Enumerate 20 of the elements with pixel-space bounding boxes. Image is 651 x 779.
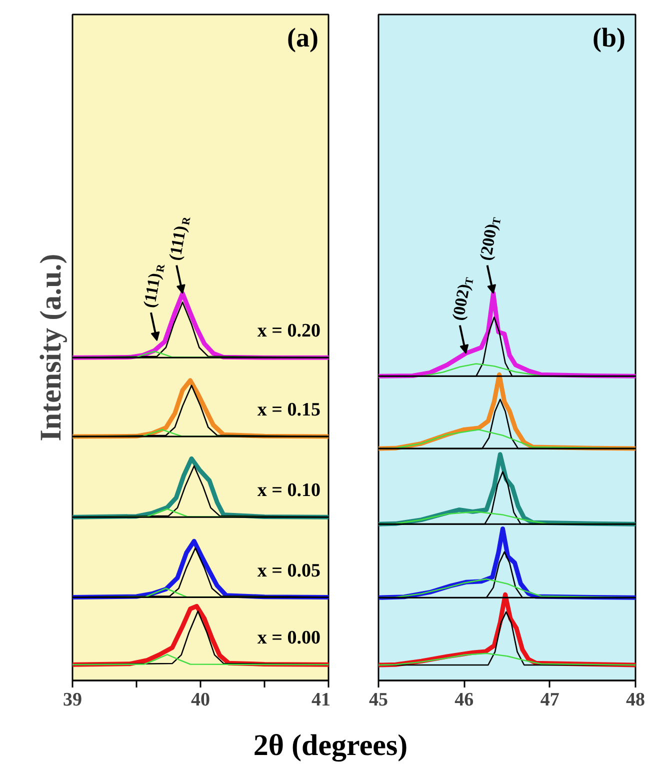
annotation: (200)T [476, 216, 504, 262]
x-tick-label: 47 [540, 690, 560, 710]
x-tick-label: 48 [626, 690, 645, 710]
series-label: x = 0.15 [257, 400, 320, 421]
x-tick-label: 40 [191, 690, 210, 710]
annotation: (111)R [165, 215, 194, 262]
series-label: x = 0.20 [257, 320, 320, 342]
series-label: x = 0.10 [257, 480, 320, 502]
y-axis-title: Intensity (a.u.) [34, 254, 68, 442]
annotation: (111)R [140, 262, 168, 310]
series-label: x = 0.00 [257, 628, 320, 649]
x-tick-label: 45 [369, 690, 388, 710]
annotation: (002)T [448, 276, 476, 322]
x-tick-label: 41 [312, 690, 330, 710]
series-label: x = 0.05 [257, 560, 320, 582]
x-tick-label: 46 [454, 690, 474, 710]
x-tick-label: 39 [63, 690, 82, 710]
text: (b) [592, 22, 626, 52]
x-axis-title: 2θ (degrees) [253, 728, 408, 764]
text: (a) [287, 22, 318, 52]
